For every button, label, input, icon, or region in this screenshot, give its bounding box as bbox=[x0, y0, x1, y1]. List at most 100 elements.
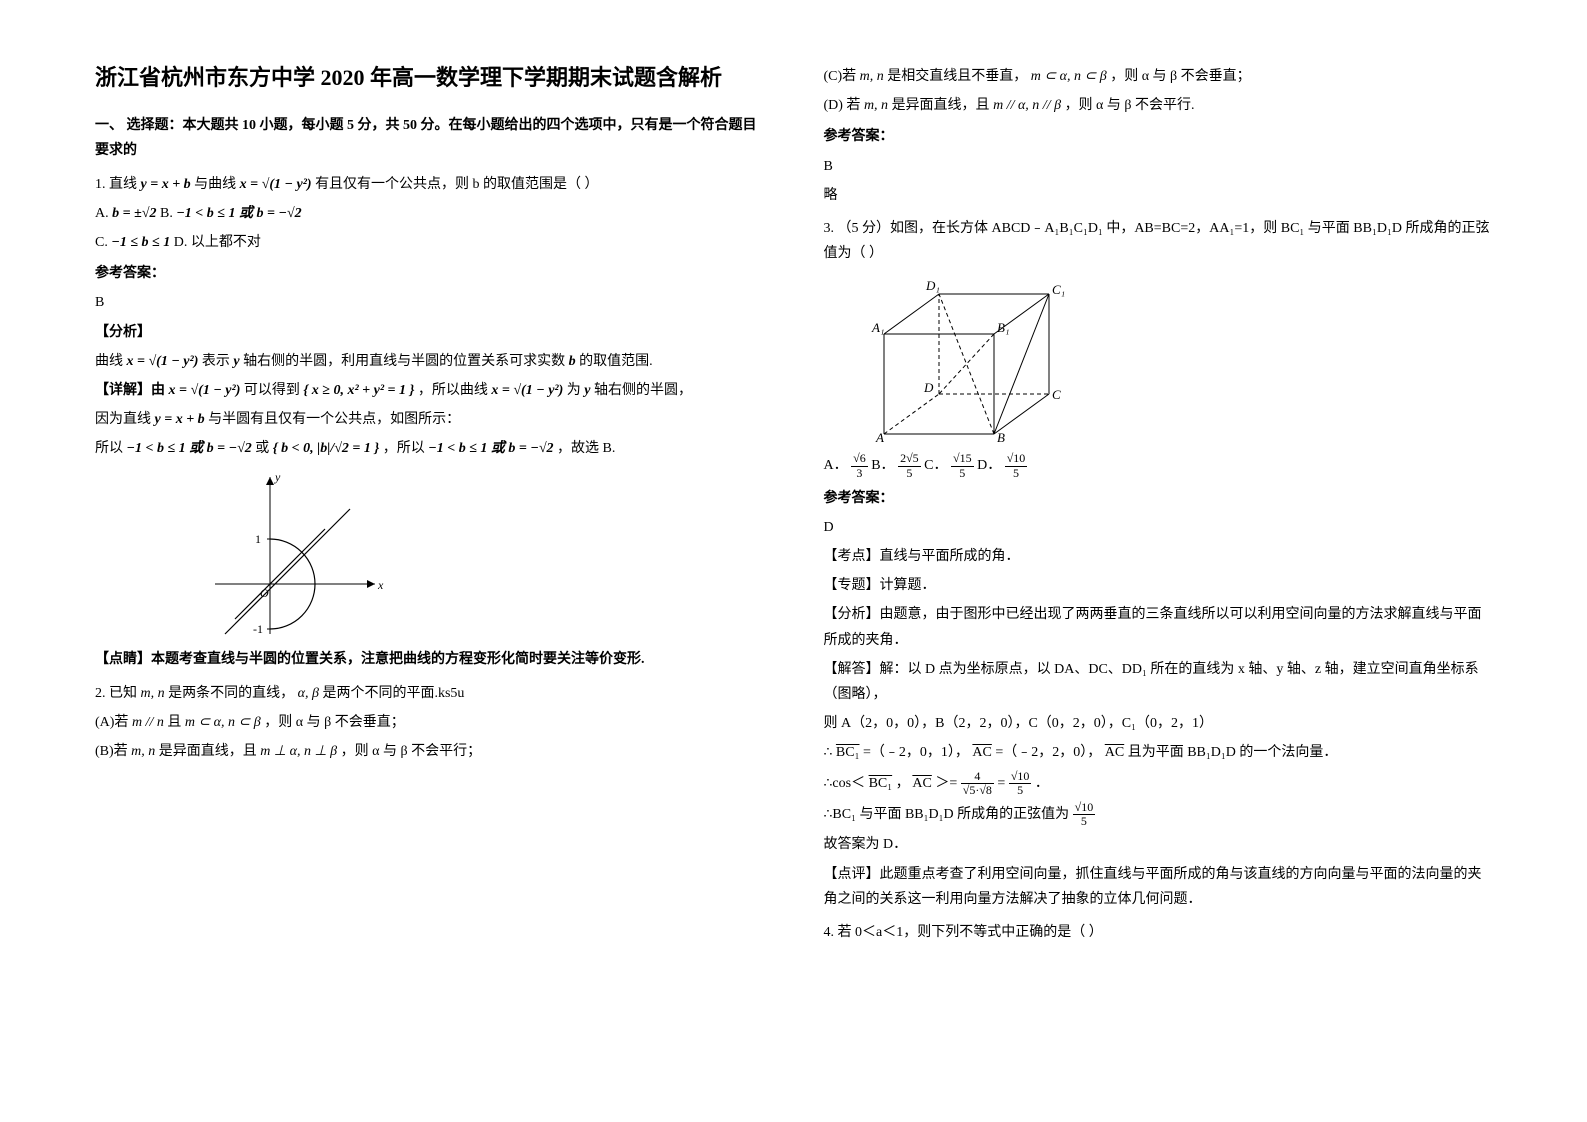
q3-zt: 【专题】计算题． bbox=[824, 573, 1493, 598]
q2-ans-label: 参考答案： bbox=[824, 124, 1493, 149]
svg-text:C: C bbox=[1052, 387, 1061, 402]
q2-B-tail: ，则 α 与 β 不会平行； bbox=[341, 744, 481, 759]
q1-ans-label: 参考答案： bbox=[95, 261, 764, 286]
q1-stem-prefix: 1. 直线 bbox=[95, 177, 141, 192]
q2-D-pre: (D) 若 bbox=[824, 98, 864, 113]
q1-graph: x y O 1 -1 bbox=[205, 469, 385, 639]
q2-mid1: 是两条不同的直线， bbox=[168, 686, 294, 701]
q2-C-c1: m, n bbox=[860, 69, 884, 84]
q3-stem: 3. （5 分）如图，在长方体 ABCD﹣A₁B₁C₁D₁ 中，AB=BC=2，… bbox=[824, 216, 1493, 266]
q1-line2-eq: y = x + b bbox=[155, 412, 205, 427]
q2-D-mid: 是异面直线，且 bbox=[892, 98, 994, 113]
q1-fx-tail: 轴右侧的半圆，利用直线与半圆的位置关系可求实数 bbox=[243, 354, 569, 369]
q1-optA-pre: A. bbox=[95, 206, 112, 221]
svg-text:C₁: C₁ bbox=[1052, 282, 1065, 297]
page: 浙江省杭州市东方中学 2020 年高一数学理下学期期末试题含解析 一、 选择题：… bbox=[0, 0, 1587, 1122]
q1-fx-eq: x = √(1 − y²) bbox=[127, 354, 199, 369]
q3-cos-num2: √10 bbox=[1009, 770, 1032, 784]
q1-detail-label: 【详解】由 bbox=[95, 383, 169, 398]
q3-vec1: BC₁ bbox=[836, 745, 860, 760]
svg-text:A: A bbox=[875, 430, 884, 444]
q3-optC-pre: C． bbox=[924, 458, 947, 473]
q3-sin-den: 5 bbox=[1073, 815, 1096, 828]
svg-text:D₁: D₁ bbox=[925, 278, 940, 293]
q3-optB-pre: B． bbox=[871, 458, 894, 473]
q1-detail-eq2: x = √(1 − y²) bbox=[491, 383, 563, 398]
q1-dj-text: 【点睛】本题考查直线与半圆的位置关系，注意把曲线的方程变形化简时要关注等价变形. bbox=[95, 652, 645, 667]
q1-fx-mid: 表示 bbox=[202, 354, 234, 369]
q2-C-pre: (C)若 bbox=[824, 69, 860, 84]
q1-options-ab: A. b = ±√2 B. −1 < b ≤ 1 或 b = −√2 bbox=[95, 201, 764, 226]
q1-dj: 【点睛】本题考查直线与半圆的位置关系，注意把曲线的方程变形化简时要关注等价变形. bbox=[95, 647, 764, 672]
q3-cos-num1: 4 bbox=[961, 770, 994, 784]
q2-D-c1: m, n bbox=[864, 98, 888, 113]
q1-detail-mid3: 为 bbox=[567, 383, 585, 398]
q3-sin-pre: ∴BC₁ 与平面 BB₁D₁D 所成角的正弦值为 bbox=[824, 807, 1073, 822]
q1-so-cond: { b < 0, |b|/√2 = 1 } bbox=[273, 441, 379, 456]
q1-fx-body: 曲线 x = √(1 − y²) 表示 y 轴右侧的半圆，利用直线与半圆的位置关… bbox=[95, 349, 764, 374]
svg-text:B: B bbox=[997, 430, 1005, 444]
q2-A-mid: 且 bbox=[167, 715, 185, 730]
q3-vec-pre: ∴ bbox=[824, 745, 833, 760]
q3-sin-num: √10 bbox=[1073, 801, 1096, 815]
svg-text:-1: -1 bbox=[253, 622, 263, 636]
q1-detail-eq1: x = √(1 − y²) bbox=[169, 383, 241, 398]
q1-stem: 1. 直线 y = x + b 与曲线 x = √(1 − y²) 有且仅有一个… bbox=[95, 172, 764, 197]
q3-optA-num: √6 bbox=[851, 452, 868, 466]
q2-C-tail: ，则 α 与 β 不会垂直； bbox=[1110, 69, 1250, 84]
q3-optD-num: √10 bbox=[1005, 452, 1028, 466]
q3-cos-frac1: 4√5·√8 bbox=[961, 770, 994, 797]
q1-options-cd: C. −1 ≤ b ≤ 1 D. 以上都不对 bbox=[95, 230, 764, 255]
q1-line2: 因为直线 y = x + b 与半圆有且仅有一个公共点，如图所示： bbox=[95, 407, 764, 432]
right-column: (C)若 m, n 是相交直线且不垂直， m ⊂ α, n ⊂ β ，则 α 与… bbox=[824, 60, 1493, 1092]
left-column: 浙江省杭州市东方中学 2020 年高一数学理下学期期末试题含解析 一、 选择题：… bbox=[95, 60, 764, 1092]
q1-detail-tail: 轴右侧的半圆， bbox=[594, 383, 692, 398]
q3-optC-den: 5 bbox=[951, 467, 974, 480]
q1-ans: B bbox=[95, 290, 764, 315]
q2-mn: m, n bbox=[141, 686, 165, 701]
q2-brief: 略 bbox=[824, 183, 1493, 208]
q3-vec-tail: 且为平面 BB₁D₁D 的一个法向量． bbox=[1128, 745, 1338, 760]
q3-optB-den: 5 bbox=[898, 467, 921, 480]
q3-optD-frac: √105 bbox=[1005, 452, 1028, 479]
q3-optC-frac: √155 bbox=[951, 452, 974, 479]
q2-C-c2: m ⊂ α, n ⊂ β bbox=[1031, 69, 1107, 84]
q1-fx-end: 的取值范围. bbox=[579, 354, 653, 369]
q3-cos-den1: √5·√8 bbox=[961, 784, 994, 797]
q2-D-c2: m // α, n // β bbox=[993, 98, 1061, 113]
q3-ans: D bbox=[824, 515, 1493, 540]
q1-detail-cond: { x ≥ 0, x² + y² = 1 } bbox=[303, 383, 414, 398]
q1-so-r1: −1 < b ≤ 1 或 b = −√2 bbox=[127, 441, 252, 456]
svg-text:y: y bbox=[274, 470, 281, 484]
q1-so: 所以 −1 < b ≤ 1 或 b = −√2 或 { b < 0, |b|/√… bbox=[95, 436, 764, 461]
q3-figure: A B C D A₁ B₁ C₁ D₁ bbox=[854, 274, 1074, 444]
q3-optD-den: 5 bbox=[1005, 467, 1028, 480]
q1-mid1: 与曲线 bbox=[194, 177, 240, 192]
q2-B-mid: 是异面直线，且 bbox=[159, 744, 261, 759]
q2-B-c2: m ⊥ α, n ⊥ β bbox=[260, 744, 337, 759]
q1-so-mid: ，所以 bbox=[383, 441, 429, 456]
q3-ans-label: 参考答案： bbox=[824, 486, 1493, 511]
q1-tail: 有且仅有一个公共点，则 b 的取值范围是（ ） bbox=[315, 177, 599, 192]
q1-so-end: ，故选 B. bbox=[557, 441, 615, 456]
q1-line2-pre: 因为直线 bbox=[95, 412, 155, 427]
q2-A-pre: (A)若 bbox=[95, 715, 132, 730]
q3-optB-num: 2√5 bbox=[898, 452, 921, 466]
q3-vec-mid2: =（﹣2，2，0）， bbox=[995, 745, 1101, 760]
q3-cos-den2: 5 bbox=[1009, 784, 1032, 797]
q3-vec2: AC bbox=[972, 745, 991, 760]
q2-ans: B bbox=[824, 154, 1493, 179]
q2-tail: 是两个不同的平面.ks5u bbox=[322, 686, 464, 701]
q1-eq2: x = √(1 − y²) bbox=[240, 177, 312, 192]
q2-ab: α, β bbox=[298, 686, 319, 701]
q3-dp: 【点评】此题重点考查了利用空间向量，抓住直线与平面所成的角与该直线的方向向量与平… bbox=[824, 862, 1493, 912]
q1-fx-b: b bbox=[569, 354, 576, 369]
q2-A-tail: ，则 α 与 β 不会垂直； bbox=[264, 715, 404, 730]
svg-text:B₁: B₁ bbox=[997, 320, 1009, 335]
q3-coords: 则 A（2，0，0），B（2，2，0），C（0，2，0），C₁（0，2，1） bbox=[824, 711, 1493, 736]
q1-line2-mid: 与半圆有且仅有一个公共点，如图所示： bbox=[208, 412, 460, 427]
q1-fx-label: 【分析】 bbox=[95, 320, 764, 345]
q2-stem: 2. 已知 m, n 是两条不同的直线， α, β 是两个不同的平面.ks5u bbox=[95, 681, 764, 706]
svg-text:1: 1 bbox=[255, 532, 261, 546]
q1-detail-y: y bbox=[584, 383, 590, 398]
